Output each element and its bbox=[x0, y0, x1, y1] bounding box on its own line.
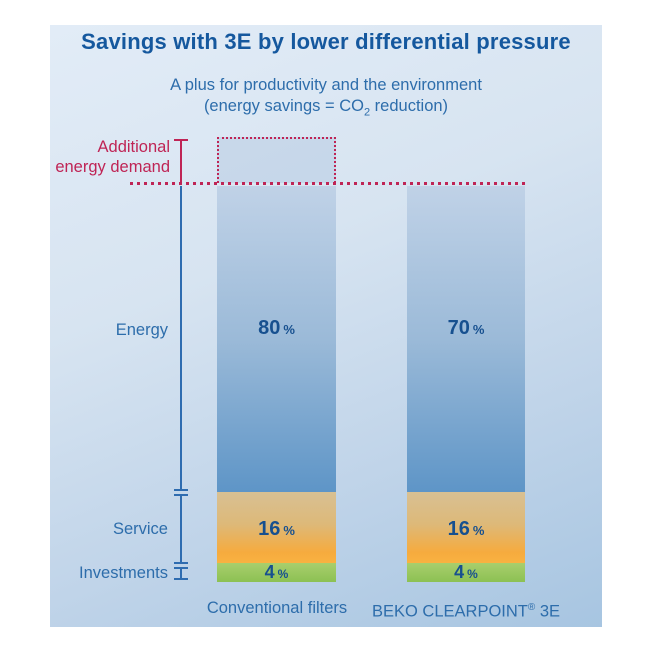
axis-investments-bracket bbox=[180, 568, 182, 579]
chart-panel: Savings with 3E by lower differential pr… bbox=[50, 25, 602, 627]
category-label-conventional-filters: Conventional filters bbox=[206, 599, 348, 617]
axis-energy-bracket bbox=[180, 186, 182, 490]
subtitle-co2-subscript: 2 bbox=[363, 106, 371, 119]
energy-axis-label: Energy bbox=[115, 321, 168, 339]
percent-sign: % bbox=[467, 567, 478, 581]
bar2-energy-segment bbox=[407, 186, 525, 492]
bar1-investments-value: 4% bbox=[264, 562, 289, 582]
percent-sign: % bbox=[283, 322, 295, 337]
chart-subtitle-line2: (energy savings = CO2 reduction) bbox=[50, 96, 602, 122]
bar1-energy-value: 80% bbox=[258, 317, 295, 339]
axis-tick-service-end bbox=[174, 562, 188, 564]
bar2-service-segment bbox=[407, 492, 525, 563]
chart-title: Savings with 3E by lower differential pr… bbox=[81, 29, 571, 54]
percent-sign: % bbox=[277, 567, 289, 581]
additional-energy-demand-label: Additional energy demand bbox=[55, 138, 170, 176]
axis-service-bracket bbox=[180, 495, 182, 563]
bar2-investments-value: 4% bbox=[454, 562, 478, 582]
bar1-service-segment bbox=[217, 492, 336, 563]
additional-energy-dotted-box bbox=[217, 137, 336, 183]
category-label-beko-clearpoint-3e: BEKO CLEARPOINT® 3E bbox=[371, 602, 561, 621]
chart-subtitle-line1: A plus for productivity and the environm… bbox=[170, 76, 482, 94]
subtitle-co2-prefix: (energy savings = CO bbox=[203, 97, 364, 115]
percent-sign: % bbox=[472, 322, 485, 337]
bar2-service-value: 16% bbox=[447, 518, 485, 540]
baseline-dotted-line bbox=[130, 182, 527, 185]
investments-axis-label: Investments bbox=[79, 564, 168, 582]
bar1-service-value: 16% bbox=[258, 518, 295, 540]
bar1-investments-segment bbox=[217, 563, 336, 582]
axis-tick-energy-end bbox=[174, 489, 188, 491]
bar1-energy-segment bbox=[217, 186, 336, 492]
percent-sign: % bbox=[283, 523, 295, 538]
service-axis-label: Service bbox=[112, 520, 168, 538]
percent-sign: % bbox=[472, 523, 485, 538]
additional-energy-bracket-line bbox=[180, 140, 182, 184]
bar2-investments-segment bbox=[407, 563, 525, 582]
registered-trademark-symbol: ® bbox=[527, 602, 536, 613]
bar2-energy-value: 70% bbox=[447, 317, 485, 339]
axis-tick-investments-end bbox=[174, 578, 188, 580]
subtitle-co2-suffix: reduction) bbox=[370, 97, 449, 115]
